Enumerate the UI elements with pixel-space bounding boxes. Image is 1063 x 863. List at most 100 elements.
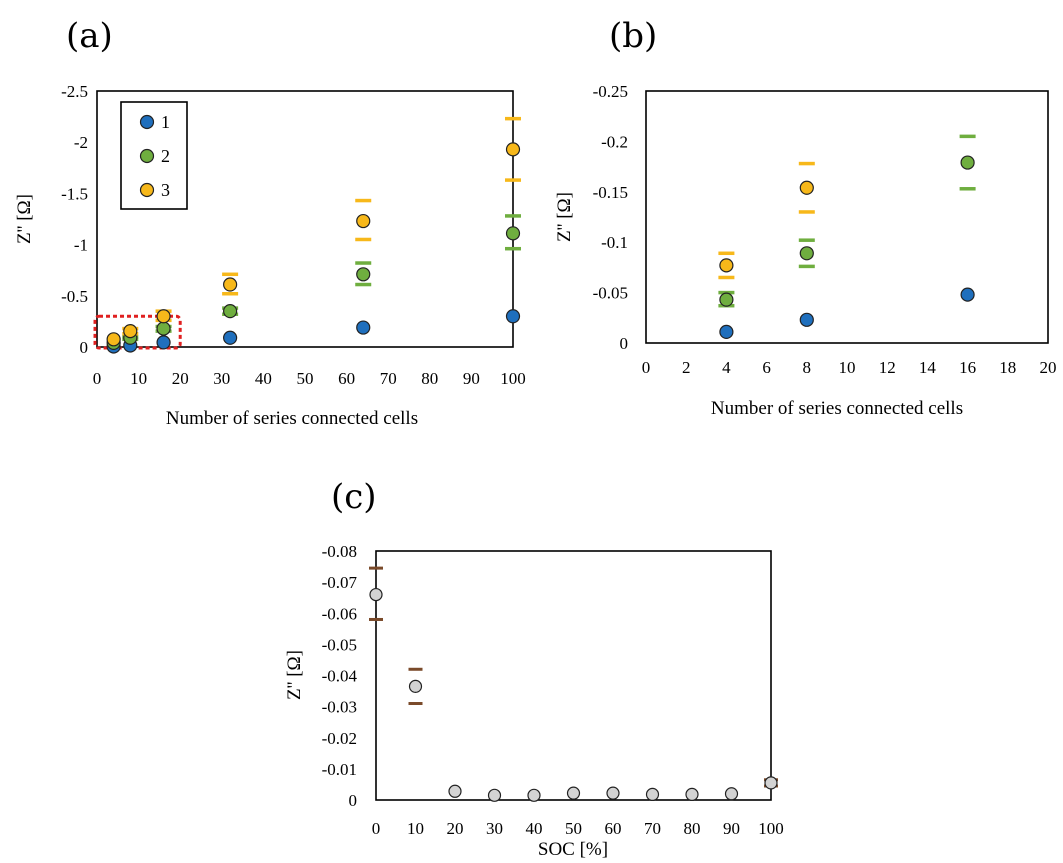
- y-tick-label: -0.08: [322, 542, 357, 561]
- y-tick-label: -0.07: [322, 573, 358, 592]
- chart-c: 0 10 20 30 40 50 60 70 80 90 100 0 -0.01 -0.02 -0.03 -0…: [284, 542, 784, 860]
- data-point: [799, 312, 814, 327]
- data-point: [448, 784, 462, 798]
- data-point: [223, 277, 238, 292]
- x-tick-label: 50: [565, 819, 582, 838]
- data-point: [505, 142, 521, 157]
- data-point: [645, 787, 660, 801]
- x-tick-label: 0: [642, 358, 651, 377]
- data-point: [156, 309, 171, 324]
- y-tick-label: -0.02: [322, 729, 357, 748]
- error-cap: [959, 187, 976, 191]
- y-tick-label: -0.5: [61, 287, 88, 306]
- y-axis-title: Z'' [Ω]: [554, 192, 575, 242]
- x-tick-label: 100: [500, 369, 526, 388]
- error-cap: [355, 282, 372, 287]
- y-tick-label: 0: [80, 338, 89, 357]
- x-axis-title: Number of series connected cells: [711, 398, 963, 419]
- data-point: [505, 309, 521, 324]
- x-tick-label: 80: [684, 819, 701, 838]
- data-point: [606, 786, 620, 800]
- error-cap: [369, 566, 383, 570]
- error-cap: [505, 246, 521, 251]
- error-cap: [222, 292, 239, 296]
- panel-label-c: (c): [331, 477, 377, 517]
- error-cap: [505, 178, 521, 182]
- zoom-box: [93, 314, 182, 350]
- data-point: [527, 788, 541, 802]
- error-cap: [505, 116, 521, 121]
- legend-label: 1: [161, 112, 170, 132]
- error-cap: [355, 198, 372, 203]
- y-tick-label: -1.5: [61, 184, 88, 203]
- data-point: [685, 787, 699, 801]
- plot-frame: [375, 550, 772, 801]
- data-point: [719, 324, 734, 340]
- data-point: [123, 324, 138, 339]
- x-tick-label: 8: [803, 358, 812, 377]
- x-tick-label: 60: [338, 369, 355, 388]
- data-point: [719, 292, 734, 307]
- error-cap: [798, 210, 815, 214]
- plot-frame: [96, 90, 514, 348]
- data-point: [960, 155, 975, 170]
- error-cap: [369, 617, 383, 621]
- x-tick-label: 70: [380, 369, 397, 388]
- x-tick-label: 40: [526, 819, 543, 838]
- error-cap: [408, 667, 423, 671]
- legend-marker: [139, 182, 155, 198]
- error-cap: [798, 264, 815, 269]
- data-point: [764, 776, 778, 790]
- y-axis-title: Z'' [Ω]: [284, 650, 305, 700]
- y-tick-label: -0.1: [601, 233, 628, 252]
- data-point: [356, 320, 371, 335]
- x-tick-label: 90: [723, 819, 740, 838]
- data-point: [799, 246, 814, 261]
- data-point: [106, 332, 121, 347]
- data-point: [156, 321, 171, 336]
- error-cap: [718, 275, 735, 280]
- x-tick-label: 10: [839, 358, 856, 377]
- x-tick-label: 10: [130, 369, 147, 388]
- y-tick-label: 0: [620, 334, 629, 353]
- x-tick-label: 16: [959, 358, 976, 377]
- x-tick-label: 14: [919, 358, 937, 377]
- x-tick-label: 20: [172, 369, 189, 388]
- error-cap: [355, 261, 372, 265]
- chart-a: 0 10 20 30 40 50 60 70 80 90 100 0 -0.5 -1 -1.5 -2 -2.5 N…: [14, 82, 526, 429]
- x-tick-label: 12: [879, 358, 896, 377]
- data-point: [505, 226, 521, 241]
- x-tick-label: 80: [421, 369, 438, 388]
- x-tick-label: 10: [407, 819, 424, 838]
- y-axis-title: Z'' [Ω]: [14, 194, 35, 244]
- error-cap: [222, 272, 239, 277]
- x-tick-label: 20: [447, 819, 464, 838]
- y-tick-label: 0: [349, 791, 358, 810]
- x-tick-label: 100: [758, 819, 784, 838]
- data-point: [487, 788, 502, 802]
- x-tick-label: 0: [93, 369, 102, 388]
- data-point: [356, 267, 371, 282]
- error-cap: [718, 251, 735, 256]
- y-tick-label: -0.15: [593, 183, 628, 202]
- data-point: [223, 304, 238, 319]
- x-tick-label: 6: [762, 358, 771, 377]
- y-tick-label: -2: [74, 133, 88, 152]
- y-tick-label: -2.5: [61, 82, 88, 101]
- y-tick-label: -0.03: [322, 698, 357, 717]
- y-tick-label: -0.04: [322, 667, 358, 686]
- data-point: [719, 258, 734, 273]
- y-tick-label: -0.2: [601, 132, 628, 151]
- x-tick-label: 60: [605, 819, 622, 838]
- x-tick-label: 90: [463, 369, 480, 388]
- legend-marker: [139, 148, 155, 164]
- x-tick-label: 2: [682, 358, 691, 377]
- data-point: [799, 180, 814, 195]
- x-tick-label: 20: [1040, 358, 1057, 377]
- data-point: [408, 679, 423, 693]
- x-tick-label: 0: [372, 819, 381, 838]
- x-tick-label: 40: [255, 369, 272, 388]
- data-point: [724, 787, 739, 801]
- error-cap: [355, 237, 372, 242]
